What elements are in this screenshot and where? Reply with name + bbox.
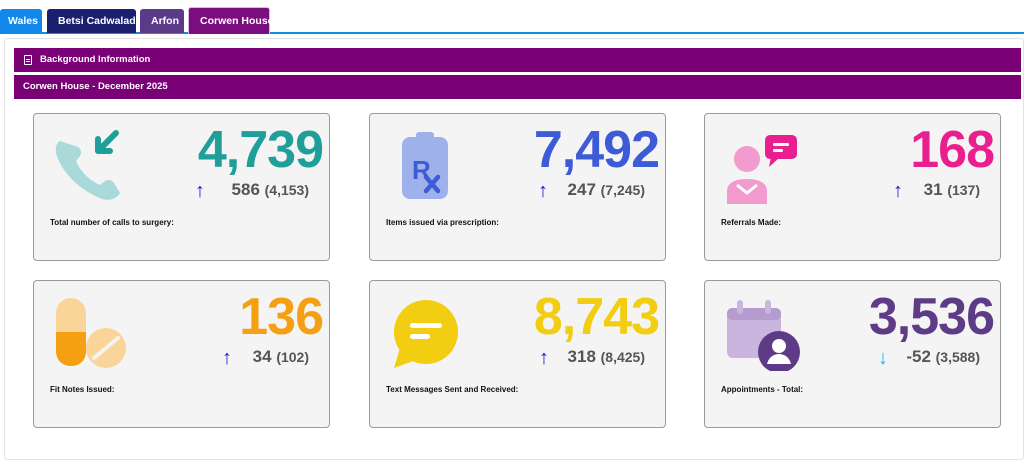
fit-notes-change-value: 34 — [252, 347, 272, 366]
tab-arfon[interactable]: Arfon — [140, 9, 184, 33]
period-title: Corwen House - December 2025 — [23, 81, 168, 92]
appointments-change: -52 (3,588) — [906, 347, 980, 367]
arrow-up-icon: ↑ — [195, 180, 205, 202]
referrals-label: Referrals Made: — [721, 218, 782, 227]
appointments-value: 3,536 — [868, 288, 995, 346]
referral-people-icon — [727, 135, 797, 204]
referrals-value: 168 — [910, 121, 995, 179]
arrow-down-icon: ↓ — [878, 347, 888, 369]
appointments-previous-value: (3,588) — [935, 349, 980, 365]
section-title: Background Information — [40, 54, 151, 65]
referrals-change-value: 31 — [923, 180, 943, 199]
prescription-change: 247 (7,245) — [568, 180, 645, 200]
tab-corwen-house[interactable]: Corwen House — [188, 7, 274, 34]
prescription-value: 7,492 — [533, 121, 660, 179]
referrals-change: 31 (137) — [924, 180, 980, 200]
fit-notes-previous-value: (102) — [276, 349, 309, 365]
text-messages-change: 318 (8,425) — [568, 347, 645, 367]
prescription-clipboard-icon: R — [402, 132, 448, 199]
calls-card: 4,739 ↑ 586 (4,153) Total number of call… — [33, 113, 330, 261]
arrow-up-icon: ↑ — [539, 347, 549, 369]
appointments-card: 3,536 ↓ -52 (3,588) Appointments - Total… — [704, 280, 1001, 428]
prescription-previous-value: (7,245) — [600, 182, 645, 198]
section-header[interactable]: Background Information — [14, 48, 1021, 72]
phone-incoming-icon — [55, 130, 121, 200]
fit-notes-card: 136 ↑ 34 (102) Fit Notes Issued: — [33, 280, 330, 428]
text-messages-previous-value: (8,425) — [600, 349, 645, 365]
arrow-up-icon: ↑ — [893, 180, 903, 202]
region-tabs: Wales Betsi Cadwaladr Arfon Corwen House — [0, 0, 1024, 34]
calls-change-value: 586 — [231, 180, 260, 199]
prescription-change-value: 247 — [567, 180, 596, 199]
fit-notes-value: 136 — [239, 288, 324, 346]
calls-label: Total number of calls to surgery: — [50, 218, 174, 227]
calendar-user-icon — [727, 300, 800, 371]
referrals-previous-value: (137) — [947, 182, 980, 198]
referrals-card: 168 ↑ 31 (137) Referrals Made: — [704, 113, 1001, 261]
tab-betsi-cadwaladr[interactable]: Betsi Cadwaladr — [47, 9, 140, 33]
prescription-label: Items issued via prescription: — [386, 218, 499, 227]
prescription-card: R 7,492 ↑ 247 (7,245) Items issued via p… — [369, 113, 666, 261]
text-messages-card: 8,743 ↑ 318 (8,425) Text Messages Sent a… — [369, 280, 666, 428]
fit-notes-change: 34 (102) — [253, 347, 309, 367]
tab-wales[interactable]: Wales — [0, 9, 42, 33]
calls-value: 4,739 — [197, 121, 324, 179]
fit-notes-label: Fit Notes Issued: — [50, 385, 115, 394]
appointments-change-value: -52 — [906, 347, 931, 366]
period-header: Corwen House - December 2025 — [14, 75, 1021, 99]
appointments-label: Appointments - Total: — [721, 385, 804, 394]
text-messages-label: Text Messages Sent and Received: — [386, 385, 519, 394]
text-messages-change-value: 318 — [567, 347, 596, 366]
document-icon — [24, 55, 32, 65]
pill-tablet-icon — [56, 298, 126, 368]
arrow-up-icon: ↑ — [538, 180, 548, 202]
calls-change: 586 (4,153) — [232, 180, 309, 200]
message-bubble-icon — [394, 300, 458, 368]
dashboard-panel: Background Information Corwen House - De… — [4, 38, 1024, 460]
text-messages-value: 8,743 — [533, 288, 660, 346]
arrow-up-icon: ↑ — [222, 347, 232, 369]
calls-previous-value: (4,153) — [264, 182, 309, 198]
